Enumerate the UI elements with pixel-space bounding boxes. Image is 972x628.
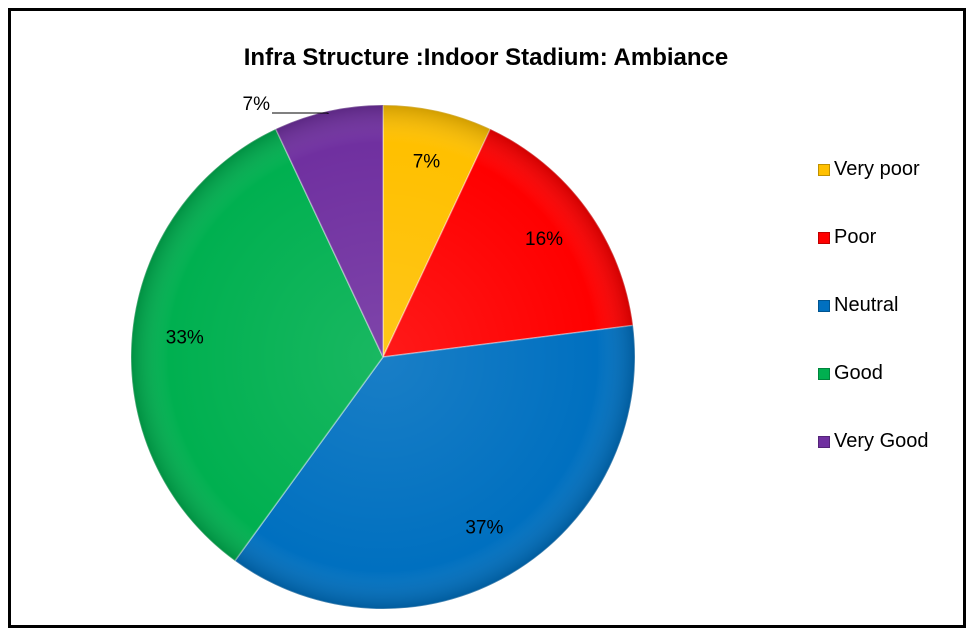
chart-title: Infra Structure :Indoor Stadium: Ambianc… [243,44,729,71]
legend-label: Good [834,362,883,384]
data-label-neutral: 37% [465,517,503,538]
legend-item-good: Good [818,362,929,385]
leader-line-very-good [272,112,329,115]
legend-swatch [818,435,830,448]
chart-legend: Very poor Poor Neutral Good Very Good [818,158,929,498]
data-label-good: 33% [166,327,204,348]
legend-label: Neutral [834,294,899,316]
legend-label: Very poor [834,158,920,180]
legend-label: Very Good [834,430,929,452]
legend-swatch [818,367,830,380]
legend-swatch [818,231,830,244]
legend-swatch [818,163,830,176]
data-label-very-good: 7% [243,94,271,115]
data-label-poor: 16% [525,229,563,250]
legend-swatch [818,299,830,312]
legend-label: Poor [834,226,877,248]
legend-item-very-good: Very Good [818,430,929,453]
legend-item-neutral: Neutral [818,294,929,317]
legend-item-very-poor: Very poor [818,158,929,181]
legend-item-poor: Poor [818,226,929,249]
data-label-very-poor: 7% [413,152,441,173]
